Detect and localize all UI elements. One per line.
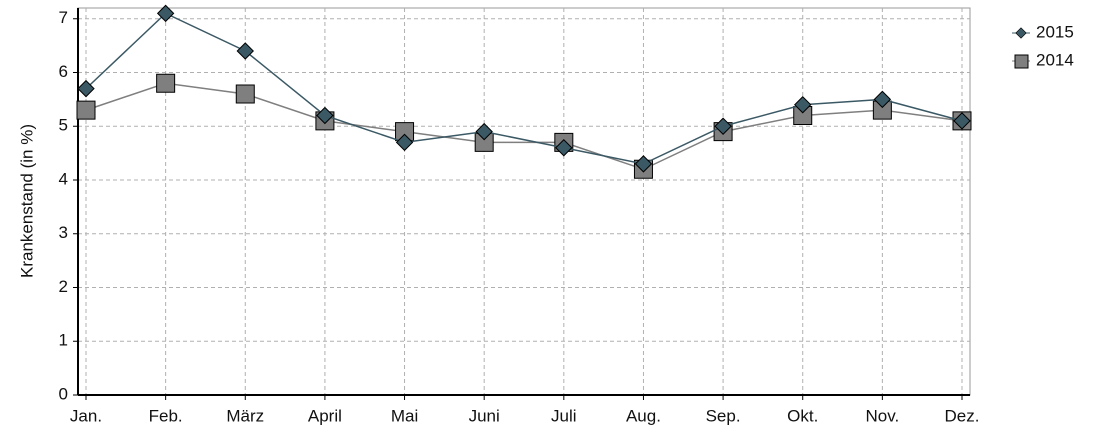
y-tick-label: 3 <box>59 223 68 242</box>
y-tick-label: 6 <box>59 62 68 81</box>
y-tick-label: 1 <box>59 331 68 350</box>
data-point <box>873 90 892 109</box>
data-point <box>953 112 971 130</box>
x-tick-label: Sep. <box>706 406 741 425</box>
data-point <box>475 122 493 141</box>
x-tick-label: März <box>226 406 264 425</box>
legend-label: 2015 <box>1036 22 1074 41</box>
x-tick-label: Feb. <box>149 406 183 425</box>
data-point <box>316 106 334 125</box>
data-point <box>76 100 96 120</box>
x-tick-label: Juni <box>469 406 500 425</box>
legend-marker <box>1014 54 1029 69</box>
y-tick-label: 2 <box>59 277 68 296</box>
data-point <box>156 4 175 23</box>
plot-area <box>77 7 971 396</box>
legend-marker <box>1015 27 1027 39</box>
x-tick-label: Juli <box>551 406 577 425</box>
x-tick-label: Dez. <box>945 406 980 425</box>
data-point <box>235 84 255 104</box>
legend-label: 2014 <box>1036 50 1074 69</box>
data-point <box>236 42 254 60</box>
data-point <box>555 139 573 157</box>
data-point <box>714 117 732 135</box>
data-point <box>794 96 812 114</box>
y-tick-label: 0 <box>59 384 68 403</box>
data-point <box>634 155 653 173</box>
x-tick-label: Jan. <box>70 406 102 425</box>
y-tick-label: 7 <box>59 8 68 27</box>
y-tick-label: 5 <box>59 116 68 135</box>
x-tick-label: Okt. <box>787 406 818 425</box>
x-tick-label: Aug. <box>626 406 661 425</box>
y-axis-label: Krankenstand (in %) <box>17 124 36 278</box>
y-tick-label: 4 <box>59 169 68 188</box>
x-tick-label: Nov. <box>866 406 900 425</box>
x-tick-label: April <box>308 406 342 425</box>
series-line <box>85 82 963 171</box>
data-point <box>156 73 176 93</box>
data-point <box>77 79 95 98</box>
series-line <box>85 12 963 165</box>
x-tick-label: Mai <box>391 406 418 425</box>
data-point <box>395 133 414 152</box>
